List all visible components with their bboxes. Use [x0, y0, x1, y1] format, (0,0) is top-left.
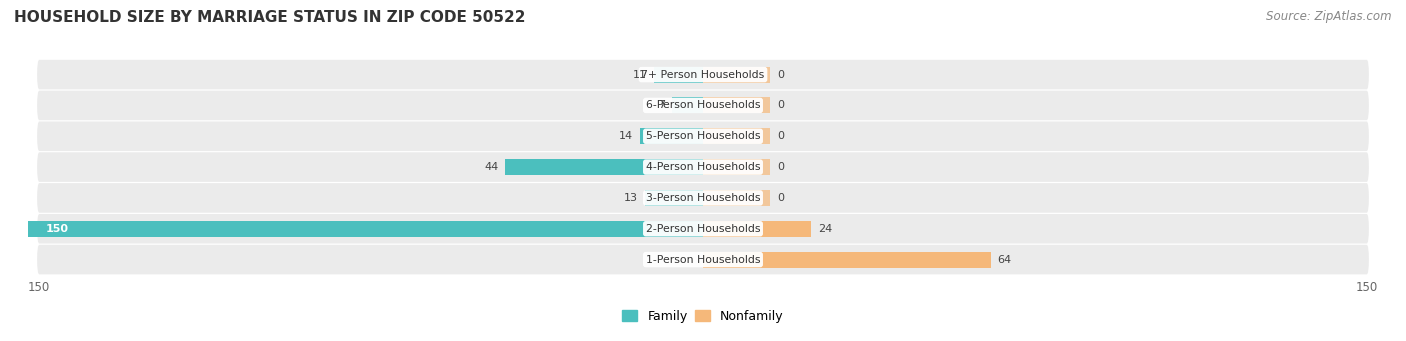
Text: 1-Person Households: 1-Person Households [645, 255, 761, 265]
Bar [672, 98, 703, 114]
Text: 0: 0 [778, 70, 785, 79]
Text: 4-Person Households: 4-Person Households [645, 162, 761, 172]
Text: 44: 44 [484, 162, 498, 172]
Text: 64: 64 [998, 255, 1012, 265]
Text: 11: 11 [633, 70, 647, 79]
Bar [703, 98, 770, 114]
Text: 150: 150 [28, 281, 51, 294]
Text: 14: 14 [619, 131, 633, 141]
Text: 2-Person Households: 2-Person Households [645, 224, 761, 234]
Bar [640, 128, 703, 144]
Bar [644, 190, 703, 206]
Text: 3-Person Households: 3-Person Households [645, 193, 761, 203]
Text: 6-Person Households: 6-Person Households [645, 101, 761, 110]
Text: 7: 7 [658, 101, 665, 110]
Bar [703, 159, 770, 175]
Legend: Family, Nonfamily: Family, Nonfamily [623, 310, 783, 323]
FancyBboxPatch shape [37, 121, 1369, 151]
Bar [703, 252, 991, 268]
Text: 0: 0 [778, 131, 785, 141]
Text: 13: 13 [624, 193, 638, 203]
Text: 24: 24 [818, 224, 832, 234]
Bar [703, 190, 770, 206]
FancyBboxPatch shape [37, 183, 1369, 213]
FancyBboxPatch shape [37, 152, 1369, 182]
Text: 150: 150 [1355, 281, 1378, 294]
FancyBboxPatch shape [37, 245, 1369, 275]
Bar [703, 66, 770, 83]
Text: 0: 0 [778, 193, 785, 203]
Text: 150: 150 [46, 224, 69, 234]
Bar [703, 128, 770, 144]
FancyBboxPatch shape [37, 60, 1369, 89]
Text: 0: 0 [778, 101, 785, 110]
Bar [654, 66, 703, 83]
FancyBboxPatch shape [37, 214, 1369, 243]
FancyBboxPatch shape [37, 91, 1369, 120]
Bar [703, 221, 811, 237]
Text: Source: ZipAtlas.com: Source: ZipAtlas.com [1267, 10, 1392, 23]
Text: 7+ Person Households: 7+ Person Households [641, 70, 765, 79]
Text: 0: 0 [778, 162, 785, 172]
Bar [28, 221, 703, 237]
Text: 5-Person Households: 5-Person Households [645, 131, 761, 141]
Text: HOUSEHOLD SIZE BY MARRIAGE STATUS IN ZIP CODE 50522: HOUSEHOLD SIZE BY MARRIAGE STATUS IN ZIP… [14, 10, 526, 25]
Bar [505, 159, 703, 175]
